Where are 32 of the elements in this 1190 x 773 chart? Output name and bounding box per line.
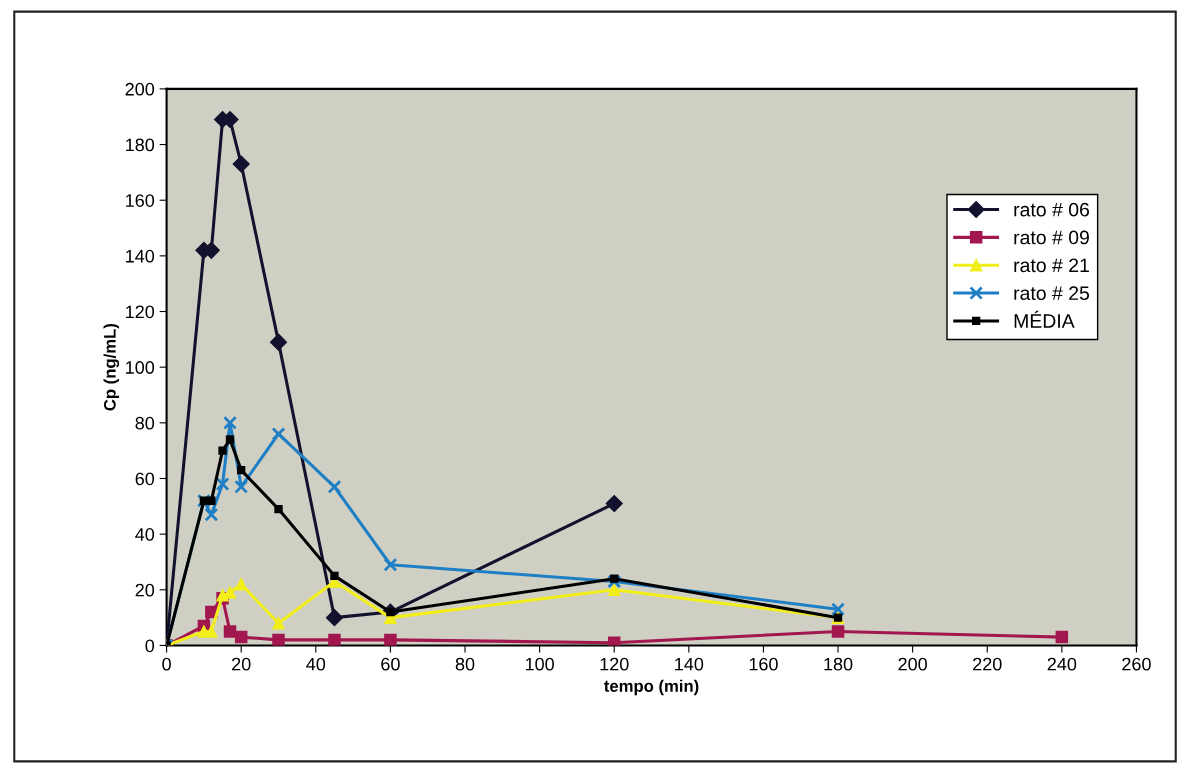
legend-label: rato # 06 bbox=[1014, 202, 1090, 217]
legend-label: rato # 25 bbox=[1014, 286, 1090, 301]
legend-label: MÉDIA bbox=[1014, 310, 1075, 328]
x-tick-label: 240 bbox=[1047, 657, 1077, 671]
x-tick-label: 120 bbox=[600, 657, 629, 671]
x-tick-label: 20 bbox=[232, 657, 251, 671]
legend-label: rato # 21 bbox=[1014, 258, 1089, 273]
y-tick-label: 40 bbox=[135, 528, 155, 541]
y-axis-title: Cp (ng/mL) bbox=[103, 324, 120, 411]
x-tick-label: 220 bbox=[973, 657, 1002, 671]
x-tick-label: 0 bbox=[162, 657, 171, 671]
y-tick-label: 160 bbox=[126, 194, 155, 207]
y-tick-label: 200 bbox=[125, 82, 155, 96]
x-axis-title: tempo (min) bbox=[604, 679, 699, 696]
x-tick-label: 260 bbox=[1122, 657, 1151, 671]
x-tick-label: 160 bbox=[749, 657, 778, 671]
y-tick-label: 60 bbox=[135, 472, 155, 486]
y-tick-label: 80 bbox=[135, 416, 155, 430]
x-tick-label: 80 bbox=[455, 657, 475, 671]
legend-label: rato # 09 bbox=[1014, 230, 1089, 245]
y-tick-label: 120 bbox=[126, 305, 155, 319]
x-tick-label: 100 bbox=[525, 657, 554, 671]
x-tick-label: 180 bbox=[824, 657, 853, 671]
x-tick-label: 140 bbox=[675, 657, 704, 671]
y-tick-label: 20 bbox=[135, 583, 155, 597]
y-tick-label: 180 bbox=[126, 138, 155, 152]
y-tick-label: 100 bbox=[126, 361, 155, 374]
y-tick-label: 140 bbox=[126, 249, 155, 263]
x-tick-label: 200 bbox=[898, 657, 927, 671]
x-tick-label: 60 bbox=[381, 657, 400, 671]
x-tick-label: 40 bbox=[306, 657, 326, 671]
y-tick-label: 0 bbox=[145, 639, 155, 653]
